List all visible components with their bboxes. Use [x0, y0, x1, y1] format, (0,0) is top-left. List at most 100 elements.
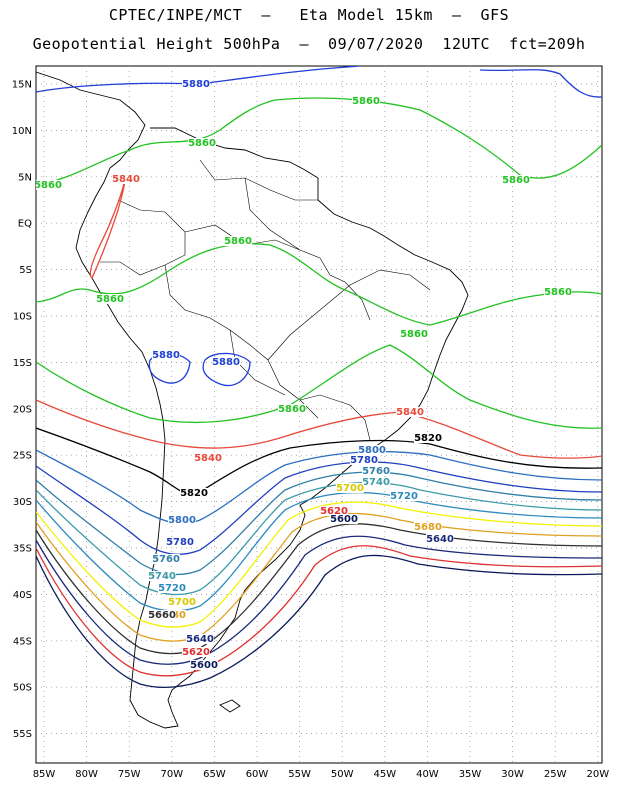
contour-5880 — [479, 69, 602, 98]
contour-label-background — [362, 477, 390, 487]
longitude-label: 60W — [246, 769, 269, 780]
contour-label-5800: 5800 — [168, 515, 196, 526]
contour-label-5880: 5880 — [152, 350, 180, 361]
contour-lines — [36, 66, 602, 688]
contour-label-background — [148, 610, 176, 620]
contour-label-5620: 5620 — [182, 647, 210, 658]
contour-label-background — [186, 634, 214, 644]
contour-label-background — [278, 404, 306, 414]
latitude-label: 15S — [13, 358, 32, 369]
contour-label-5680: 5680 — [414, 522, 442, 533]
contour-label-background — [544, 287, 572, 297]
contour-label-background — [352, 96, 380, 106]
contour-label-5840: 5840 — [112, 174, 140, 185]
latitude-label: 40S — [13, 590, 32, 601]
contour-label-5640: 5640 — [426, 534, 454, 545]
contour-5620 — [36, 545, 602, 677]
caribbean-coast — [150, 127, 319, 179]
contour-label-background — [152, 554, 180, 564]
contour-label-background — [362, 466, 390, 476]
contour-5880 — [202, 352, 251, 387]
latitude-label: 25S — [13, 451, 32, 462]
title-line-1: CPTEC/INPE/MCT – Eta Model 15km – GFS — [108, 6, 510, 24]
contour-label-background — [426, 534, 454, 544]
longitude-label: 45W — [373, 769, 396, 780]
contour-label-background — [336, 483, 364, 493]
contour-label-background — [158, 583, 186, 593]
contour-label-5820: 5820 — [180, 488, 208, 499]
contour-5700 — [36, 501, 602, 628]
latitude-label: 5N — [18, 172, 32, 183]
contour-label-background — [414, 433, 442, 443]
contour-5660 — [36, 523, 602, 655]
latitude-label: 35S — [13, 544, 32, 555]
contour-label-background — [36, 180, 62, 190]
longitude-label: 80W — [75, 769, 98, 780]
contour-label-background — [400, 329, 428, 339]
latitude-label: 20S — [13, 404, 32, 415]
contour-5820 — [36, 427, 602, 496]
contour-label-background — [224, 236, 252, 246]
contour-label-5600: 5600 — [190, 660, 218, 671]
contour-label-background — [112, 174, 140, 184]
contour-label-background — [148, 571, 176, 581]
latitude-label: 10S — [13, 312, 32, 323]
latitude-label: 10N — [12, 126, 32, 137]
contour-label-5640: 5640 — [186, 634, 214, 645]
contour-label-5860: 5860 — [544, 287, 572, 298]
contour-label-5600: 5600 — [330, 514, 358, 525]
contour-label-background — [212, 357, 240, 367]
contour-label-background — [182, 79, 210, 89]
longitude-label: 65W — [203, 769, 226, 780]
contour-label-5620: 5620 — [320, 506, 348, 517]
longitude-label: 35W — [459, 769, 482, 780]
contour-label-background — [152, 350, 180, 360]
longitude-label: 25W — [544, 769, 567, 780]
contour-label-background — [168, 597, 196, 607]
contour-label-background — [166, 537, 194, 547]
contour-label-5760: 5760 — [362, 466, 390, 477]
contour-5840 — [89, 179, 126, 280]
contour-label-5780: 5780 — [350, 455, 378, 466]
map-frame — [35, 65, 603, 764]
contour-5780 — [36, 461, 602, 555]
contour-5800 — [36, 449, 602, 525]
contour-5860 — [36, 344, 602, 429]
contour-label-5740: 5740 — [148, 571, 176, 582]
longitude-labels: 85W 80W 75W 70W 65W 60W 55W 50W 45W 40W 35W 30W 25W 2… — [33, 769, 610, 780]
contour-5680 — [36, 512, 602, 642]
falkland-islands — [219, 699, 241, 713]
contour-label-5720: 5720 — [158, 583, 186, 594]
longitude-label: 70W — [160, 769, 183, 780]
country-borders — [100, 159, 431, 441]
contour-label-background — [180, 488, 208, 498]
contour-label-background — [502, 175, 530, 185]
contour-label-5820: 5820 — [414, 433, 442, 444]
contour-label-background — [320, 506, 348, 516]
contour-5760 — [36, 471, 602, 576]
contour-label-5860: 5860 — [34, 180, 62, 191]
contour-label-background — [190, 660, 218, 670]
contour-label-5760: 5760 — [152, 554, 180, 565]
contour-label-5720: 5720 — [390, 491, 418, 502]
contour-label-5860: 5860 — [278, 404, 306, 415]
longitude-label: 30W — [501, 769, 524, 780]
contour-label-5860: 5860 — [352, 96, 380, 107]
contour-label-background — [96, 294, 124, 304]
contour-5740 — [36, 481, 602, 596]
contour-label-5880: 5880 — [182, 79, 210, 90]
latitude-label: EQ — [18, 219, 32, 230]
contour-label-5860: 5860 — [400, 329, 428, 340]
graticule — [36, 66, 602, 763]
contour-label-background — [358, 445, 386, 455]
contour-5720 — [36, 491, 602, 612]
contour-label-5700: 5700 — [336, 483, 364, 494]
longitude-label: 55W — [288, 769, 311, 780]
contour-5840 — [36, 399, 602, 459]
contour-label-5860: 5860 — [188, 138, 216, 149]
contour-5600 — [36, 554, 602, 688]
contour-label-background — [188, 138, 216, 148]
contour-label-background — [390, 491, 418, 501]
contour-label-5780: 5780 — [166, 537, 194, 548]
